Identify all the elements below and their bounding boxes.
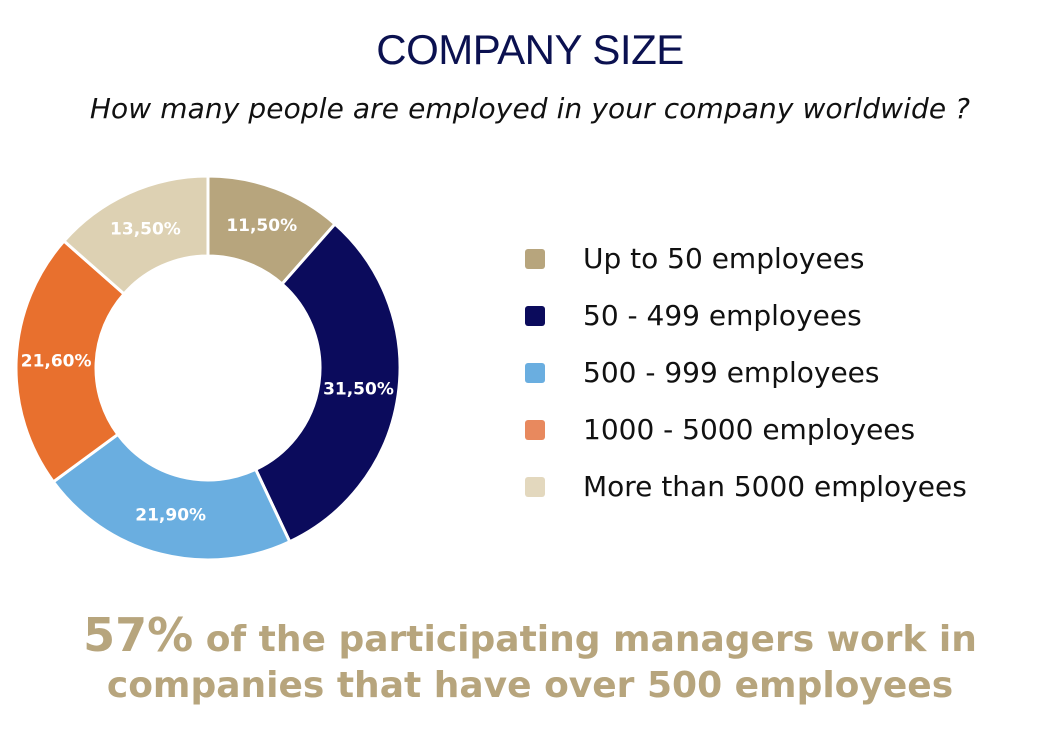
summary-note: 57% of the participating managers work i… — [0, 612, 1060, 709]
legend-label: 1000 - 5000 employees — [583, 413, 916, 446]
summary-text-line2: companies that have over 500 employees — [106, 665, 954, 706]
legend-swatch-icon — [525, 248, 545, 269]
slice-data-label-2: 31,50% — [323, 379, 394, 399]
summary-highlight: 57% — [83, 608, 194, 662]
legend-swatch-icon — [525, 362, 545, 383]
slice-data-label-5: 13,50% — [110, 219, 181, 239]
summary-text-line1: of the participating managers work in — [193, 619, 977, 660]
donut-slice-2 — [253, 221, 402, 544]
donut-slice-4 — [14, 238, 127, 484]
legend-label: More than 5000 employees — [583, 470, 967, 503]
legend-swatch-icon — [525, 476, 545, 497]
legend-label: 500 - 999 employees — [583, 356, 880, 389]
legend-swatch-icon — [525, 419, 545, 440]
chart-legend: Up to 50 employees 50 - 499 employees 500 … — [525, 230, 1045, 515]
donut-slice-5 — [61, 174, 210, 297]
slice-data-label-4: 21,60% — [21, 351, 92, 371]
chart-subtitle: How many people are employed in your com… — [89, 92, 971, 125]
legend-label: Up to 50 employees — [583, 242, 865, 275]
donut-slice-3 — [51, 432, 292, 562]
legend-label: 50 - 499 employees — [583, 299, 862, 332]
legend-swatch-icon — [525, 305, 545, 326]
legend-item-1: Up to 50 employees — [525, 230, 1045, 287]
legend-item-4: 1000 - 5000 employees — [525, 401, 1045, 458]
legend-item-3: 500 - 999 employees — [525, 344, 1045, 401]
slice-data-label-3: 21,90% — [135, 505, 206, 525]
legend-item-5: More than 5000 employees — [525, 458, 1045, 515]
donut-chart: 11,50% 31,50% 21,90% 21,60% 13,50% — [14, 174, 402, 562]
slice-data-label-1: 11,50% — [226, 216, 297, 236]
legend-item-2: 50 - 499 employees — [525, 287, 1045, 344]
chart-title: COMPANY SIZE — [376, 26, 684, 73]
